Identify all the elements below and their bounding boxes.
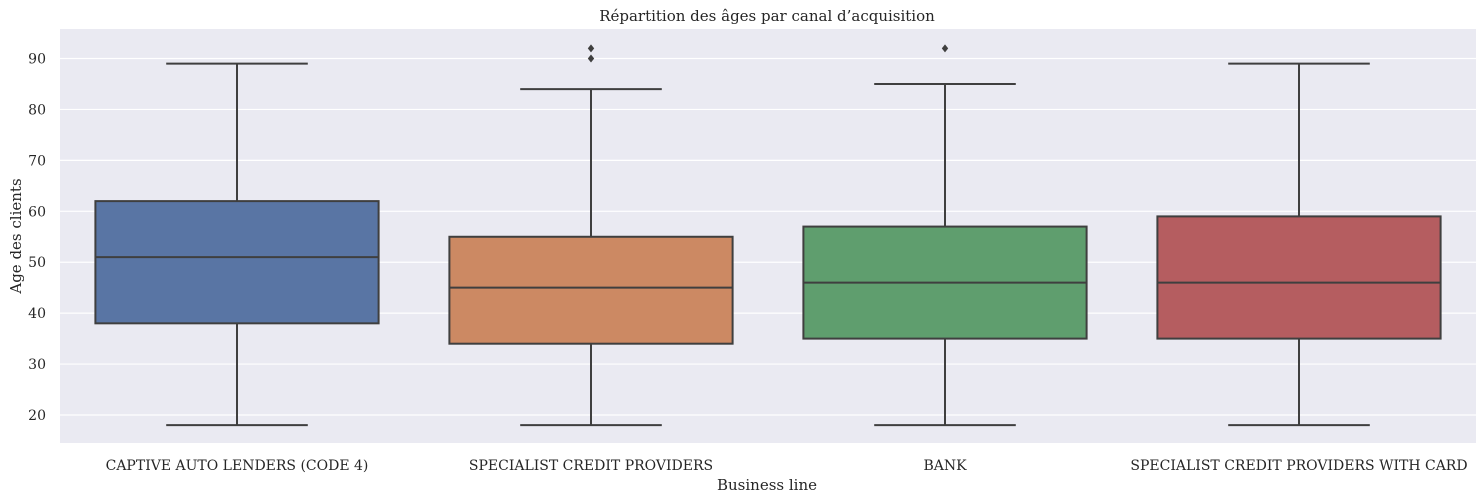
- box-group: [94, 62, 380, 427]
- chart-title: Répartition des âges par canal d’acquisi…: [599, 7, 935, 25]
- outlier-point: [587, 54, 595, 63]
- boxes: [94, 44, 1442, 427]
- y-tick-label: 20: [28, 408, 46, 424]
- x-tick-label: BANK: [923, 458, 967, 474]
- y-tick-label: 80: [28, 102, 46, 118]
- y-tick-label: 70: [28, 153, 46, 169]
- x-axis-ticks: CAPTIVE AUTO LENDERS (CODE 4) SPECIALIST …: [106, 458, 1468, 474]
- outlier-point: [587, 44, 595, 53]
- y-axis-ticks: 20 30 40 50 60 70 80 90: [28, 52, 46, 424]
- x-tick-label: SPECIALIST CREDIT PROVIDERS WITH CARD: [1130, 458, 1467, 474]
- x-tick-label: CAPTIVE AUTO LENDERS (CODE 4): [106, 458, 369, 474]
- y-tick-label: 60: [28, 204, 46, 220]
- y-axis-label: Age des clients: [7, 178, 25, 294]
- y-tick-label: 30: [28, 357, 46, 373]
- box-group: [1156, 62, 1442, 427]
- x-tick-label: SPECIALIST CREDIT PROVIDERS: [469, 458, 713, 474]
- y-tick-label: 40: [28, 306, 46, 322]
- box-group: [448, 44, 734, 427]
- box-group: [802, 44, 1088, 427]
- iqr-box: [448, 235, 734, 345]
- iqr-box: [94, 200, 380, 325]
- outlier-point: [941, 44, 949, 53]
- iqr-box: [1156, 215, 1442, 340]
- x-axis-label: Business line: [717, 476, 817, 494]
- y-tick-label: 50: [28, 255, 46, 271]
- y-tick-label: 90: [28, 52, 46, 68]
